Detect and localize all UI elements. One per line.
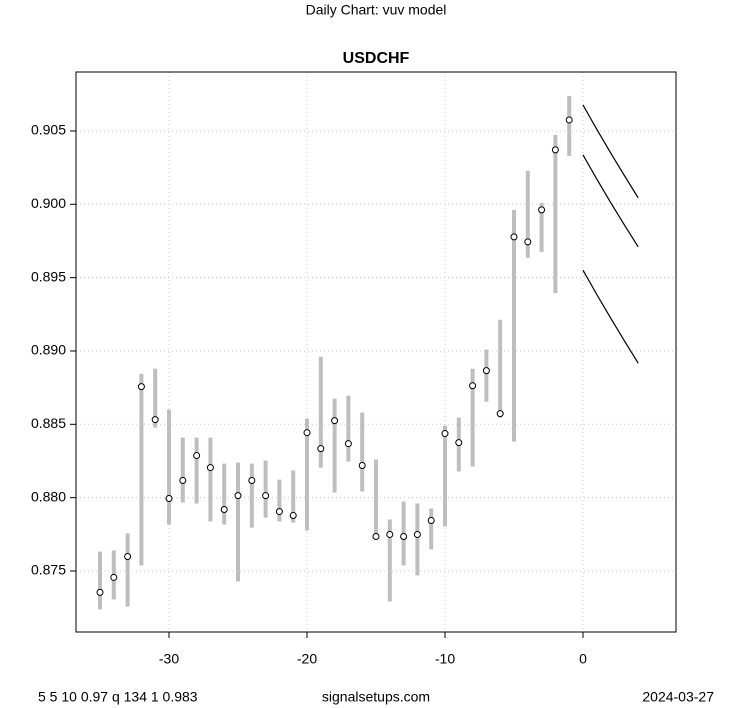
close-point xyxy=(482,367,490,375)
close-point xyxy=(413,530,421,538)
close-point xyxy=(303,429,311,437)
y-tick-label: 0.880 xyxy=(31,488,66,504)
close-point xyxy=(234,492,242,500)
close-point xyxy=(220,506,228,514)
close-point xyxy=(165,495,173,503)
close-point xyxy=(358,462,366,470)
close-point xyxy=(110,573,118,581)
close-point xyxy=(441,430,449,438)
footer-left: 5 5 10 0.97 q 134 1 0.983 xyxy=(38,689,198,705)
chart-suptitle: Daily Chart: vuv model xyxy=(306,2,447,18)
close-point xyxy=(275,508,283,516)
close-point xyxy=(400,533,408,541)
y-tick-label: 0.890 xyxy=(31,342,66,358)
close-point xyxy=(551,146,559,154)
close-point xyxy=(344,440,352,448)
close-point xyxy=(565,116,573,124)
close-point xyxy=(193,452,201,460)
close-point xyxy=(137,383,145,391)
forecast-line xyxy=(582,154,639,248)
footer-right: 2024-03-27 xyxy=(642,689,714,705)
plot-frame xyxy=(75,71,677,633)
x-tick-label: -30 xyxy=(159,651,179,667)
y-tick-label: 0.875 xyxy=(31,562,66,578)
y-tick-label: 0.900 xyxy=(31,195,66,211)
close-point xyxy=(262,492,270,500)
close-point xyxy=(538,206,546,214)
close-point xyxy=(372,533,380,541)
x-tick-label: -20 xyxy=(297,651,317,667)
close-point xyxy=(124,552,132,560)
close-point xyxy=(317,445,325,453)
x-tick-label: 0 xyxy=(579,651,587,667)
close-point xyxy=(510,233,518,241)
x-tick-label: -10 xyxy=(435,651,455,667)
close-point xyxy=(427,517,435,525)
forecast-line xyxy=(582,104,639,199)
close-point xyxy=(151,416,159,424)
close-point xyxy=(248,476,256,484)
close-point xyxy=(96,588,104,596)
y-tick-label: 0.885 xyxy=(31,415,66,431)
close-point xyxy=(469,382,477,390)
close-point xyxy=(289,512,297,520)
close-point xyxy=(524,238,532,246)
close-point xyxy=(496,410,504,418)
close-point xyxy=(179,476,187,484)
close-point xyxy=(455,439,463,447)
close-point xyxy=(386,530,394,538)
chart-title: USDCHF xyxy=(343,50,410,67)
forecast-line xyxy=(582,269,639,364)
y-tick-label: 0.895 xyxy=(31,268,66,284)
close-point xyxy=(206,464,214,472)
close-point xyxy=(331,417,339,425)
y-tick-label: 0.905 xyxy=(31,122,66,138)
footer-center: signalsetups.com xyxy=(322,689,430,705)
